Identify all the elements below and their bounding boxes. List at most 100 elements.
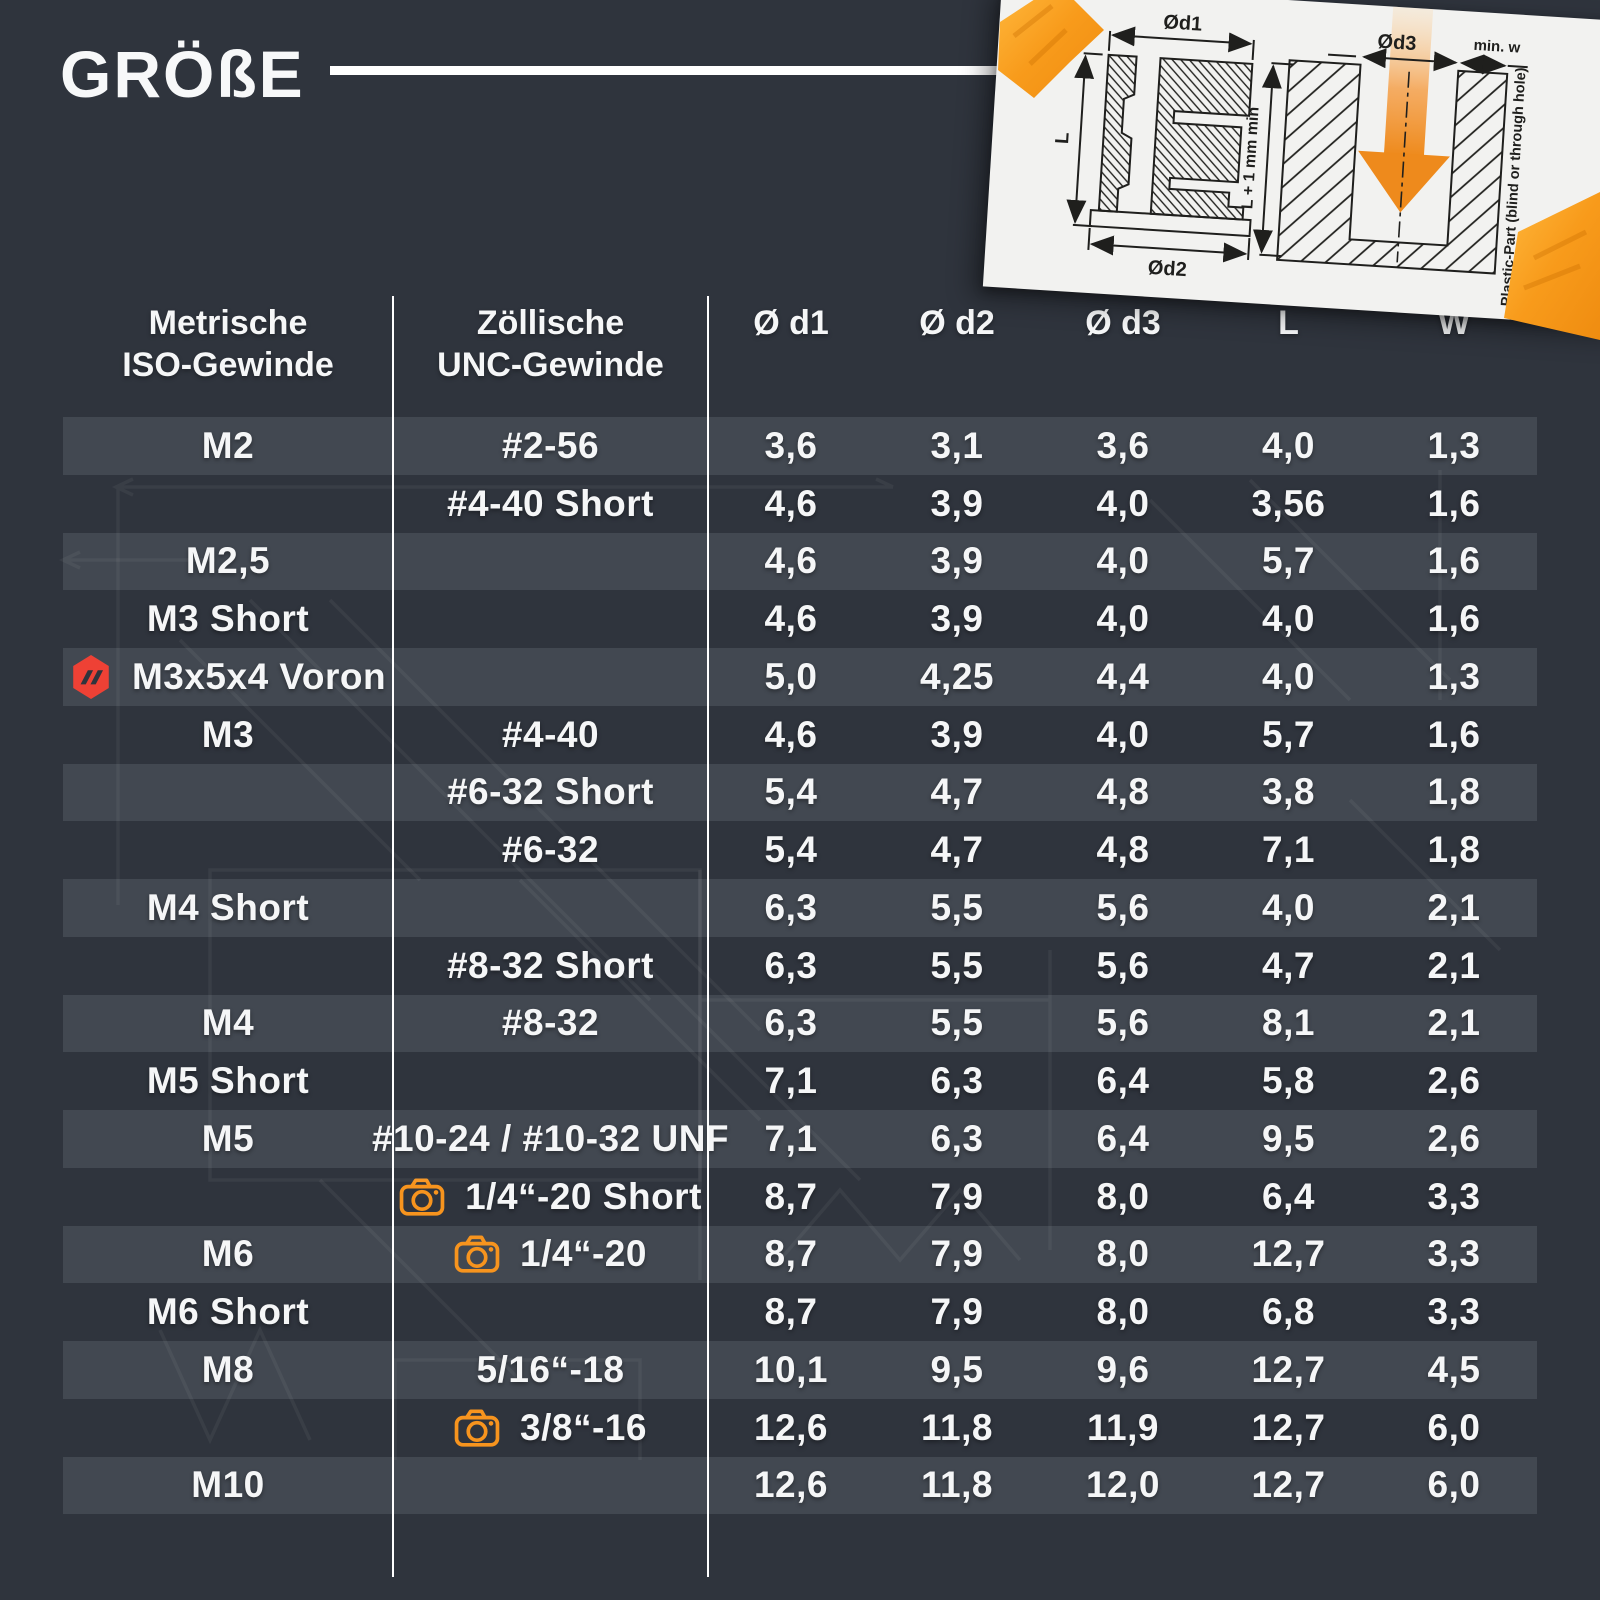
cell-d2: 7,9 — [930, 1291, 984, 1333]
cell-d1: 3,6 — [764, 424, 818, 466]
table-row: M8 5/16“-18 10,1 9,5 9,6 12,7 4,5 — [63, 1341, 1537, 1399]
cell-d1: 4,6 — [764, 713, 818, 755]
metric-label: M5 Short — [146, 1060, 310, 1102]
metric-label: M10 — [191, 1464, 265, 1506]
cell-d2: 7,9 — [930, 1175, 984, 1217]
cell-d2: 9,5 — [930, 1348, 984, 1390]
metric-label: M3x5x4 Voron — [131, 655, 387, 697]
cell-w: 1,8 — [1427, 829, 1481, 871]
header-metric: Metrische ISO-Gewinde — [122, 304, 334, 384]
page-title: GRÖßE — [60, 37, 305, 111]
table-row: M6 Short 8,7 7,9 8,0 6,8 3,3 — [63, 1283, 1537, 1341]
cell-unc: #4-40 — [393, 706, 708, 764]
column-separator — [392, 296, 394, 1577]
cell-d3: 8,0 — [1096, 1175, 1150, 1217]
cell-l: 3,56 — [1251, 482, 1326, 524]
cell-metric: M3 Short — [63, 590, 393, 648]
cell-d1: 12,6 — [753, 1406, 828, 1448]
cell-w: 3,3 — [1427, 1175, 1481, 1217]
cell-l: 12,7 — [1251, 1464, 1326, 1506]
cell-l: 5,8 — [1262, 1060, 1315, 1102]
cell-d1: 4,6 — [764, 482, 818, 524]
cell-metric: M6 Short — [63, 1283, 393, 1341]
metric-label: M6 Short — [146, 1291, 310, 1333]
unc-label: #4-40 — [501, 713, 600, 755]
cell-d3: 8,0 — [1096, 1291, 1150, 1333]
unc-label: 3/8“-16 — [520, 1406, 647, 1448]
cell-l: 5,7 — [1262, 540, 1315, 582]
cell-unc: 3/8“-16 — [393, 1399, 708, 1457]
table-row: M5 Short 7,1 6,3 6,4 5,8 2,6 — [63, 1052, 1537, 1110]
camera-icon — [399, 1177, 445, 1217]
cell-d1: 5,4 — [764, 829, 818, 871]
cell-unc — [393, 1283, 708, 1341]
cell-unc: #2-56 — [393, 417, 708, 475]
cell-unc — [393, 590, 708, 648]
cell-unc — [393, 533, 708, 591]
cell-w: 1,6 — [1427, 540, 1481, 582]
table-row: M3x5x4 Voron 5,0 4,25 4,4 4,0 1,3 — [63, 648, 1537, 706]
cell-d1: 7,1 — [764, 1117, 818, 1159]
cell-w: 1,8 — [1427, 771, 1481, 813]
cell-l: 3,8 — [1262, 771, 1315, 813]
cell-l: 6,4 — [1262, 1175, 1315, 1217]
cell-d1: 12,6 — [753, 1464, 828, 1506]
table-row: #6-32 5,4 4,7 4,8 7,1 1,8 — [63, 821, 1537, 879]
cell-d2: 6,3 — [930, 1060, 984, 1102]
table-row: M10 12,6 11,8 12,0 12,7 6,0 — [63, 1456, 1537, 1515]
table-row: M2,5 4,6 3,9 4,0 5,7 1,6 — [63, 532, 1537, 591]
cell-d2: 6,3 — [930, 1117, 984, 1159]
header-l: L — [1278, 304, 1299, 342]
cell-w: 4,5 — [1427, 1348, 1481, 1390]
header-d2: Ø d2 — [919, 304, 995, 342]
cell-metric — [63, 764, 393, 822]
metric-label: M2 — [201, 424, 255, 466]
dim-label-d3: Ød3 — [1377, 31, 1417, 55]
cell-unc: #8-32 — [393, 995, 708, 1053]
camera-icon — [454, 1234, 500, 1274]
cell-metric: M5 — [63, 1110, 393, 1168]
cell-d3: 8,0 — [1096, 1233, 1150, 1275]
cell-w: 1,3 — [1427, 655, 1481, 697]
cell-d3: 4,0 — [1096, 540, 1150, 582]
cell-w: 2,1 — [1427, 944, 1481, 986]
cell-l: 4,7 — [1262, 944, 1315, 986]
unc-label: #8-32 Short — [446, 944, 654, 986]
unc-label: 1/4“-20 Short — [465, 1175, 702, 1217]
cell-d3: 5,6 — [1096, 1002, 1150, 1044]
cell-d2: 7,9 — [930, 1233, 984, 1275]
cell-unc: 1/4“-20 Short — [393, 1168, 708, 1226]
cell-d1: 4,6 — [764, 598, 818, 640]
metric-label: M8 — [201, 1348, 255, 1390]
cell-d3: 11,9 — [1087, 1406, 1159, 1448]
table-row: M6 1/4“-20 8,7 7,9 8,0 12,7 3,3 — [63, 1225, 1537, 1284]
column-separator — [707, 296, 709, 1577]
table-row: M3 Short 4,6 3,9 4,0 4,0 1,6 — [63, 590, 1537, 648]
cell-d1: 5,4 — [764, 771, 818, 813]
cell-metric: M2 — [63, 417, 393, 475]
table-row: M4 Short 6,3 5,5 5,6 4,0 2,1 — [63, 879, 1537, 937]
cell-unc: #8-32 Short — [393, 937, 708, 995]
title-rule — [330, 66, 1008, 75]
cell-d3: 4,0 — [1096, 598, 1150, 640]
cell-d1: 8,7 — [764, 1175, 818, 1217]
cell-l: 4,0 — [1262, 655, 1315, 697]
cell-d1: 8,7 — [764, 1291, 818, 1333]
cell-d3: 5,6 — [1096, 944, 1150, 986]
cell-l: 9,5 — [1262, 1117, 1315, 1159]
cell-w: 1,6 — [1427, 713, 1481, 755]
cell-d2: 3,1 — [930, 424, 984, 466]
cell-l: 5,7 — [1262, 713, 1315, 755]
cell-w: 2,6 — [1427, 1060, 1481, 1102]
cell-d2: 11,8 — [921, 1406, 993, 1448]
cell-d2: 11,8 — [921, 1464, 993, 1506]
dim-label-L: L — [1052, 131, 1074, 144]
cell-metric — [63, 937, 393, 995]
voron-icon — [70, 654, 112, 700]
cell-metric: M4 Short — [63, 879, 393, 937]
cell-w: 3,3 — [1427, 1291, 1481, 1333]
table-row: #8-32 Short 6,3 5,5 5,6 4,7 2,1 — [63, 937, 1537, 995]
table-row: 1/4“-20 Short 8,7 7,9 8,0 6,4 3,3 — [63, 1168, 1537, 1226]
cell-metric: M4 — [63, 995, 393, 1053]
